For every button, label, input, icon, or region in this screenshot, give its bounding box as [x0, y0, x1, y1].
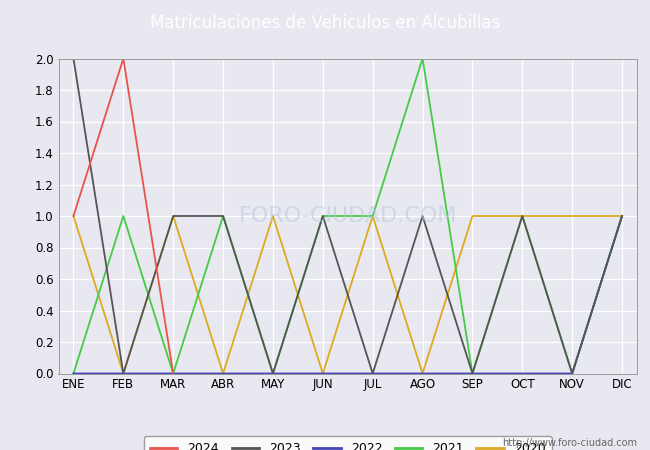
Text: http://www.foro-ciudad.com: http://www.foro-ciudad.com	[502, 438, 637, 448]
Text: FORO-CIUDAD.COM: FORO-CIUDAD.COM	[239, 206, 457, 226]
Legend: 2024, 2023, 2022, 2021, 2020: 2024, 2023, 2022, 2021, 2020	[144, 436, 552, 450]
Text: Matriculaciones de Vehiculos en Alcubillas: Matriculaciones de Vehiculos en Alcubill…	[150, 14, 500, 32]
